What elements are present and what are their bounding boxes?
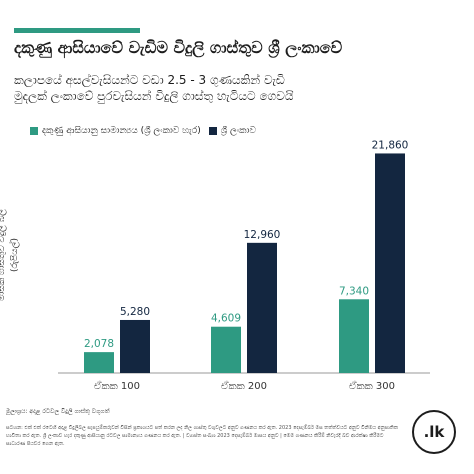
bar-sri-lanka-1 — [247, 242, 277, 373]
legend-item-south-asia: දකුණු ආසියානු සාමාන්‍යය (ශ්‍රී ලංකාව හැර… — [30, 126, 201, 136]
bar-sri-lanka-2 — [375, 153, 405, 373]
footnote: සටහන: එක් එක් රටෙහි අදාළ විදුලිබල සැපයුම… — [6, 425, 398, 447]
y-axis-label-line-2: (රුපියල්) — [10, 238, 20, 272]
legend-label-sri-lanka: ශ්‍රී ලංකාව — [220, 126, 256, 136]
legend-swatch-south-asia — [30, 127, 38, 135]
data-label-sri-lanka-0: 5,280 — [120, 306, 150, 318]
chart-legend: දකුණු ආසියානු සාමාන්‍යය (ශ්‍රී ලංකාව හැර… — [30, 126, 264, 136]
subtitle-line-2: මුදලක් ලංකාවේ පුරවැසියන් විදුලි ගාස්තු හ… — [14, 89, 294, 103]
legend-swatch-sri-lanka — [208, 127, 217, 135]
bar-sri-lanka-0 — [120, 319, 150, 373]
x-tick-label-0: ඒකක 100 — [94, 380, 140, 392]
bar-south-asia-1 — [211, 326, 241, 373]
data-label-sri-lanka-2: 21,860 — [372, 139, 409, 151]
data-label-south-asia-2: 7,340 — [339, 285, 369, 297]
bar-south-asia-2 — [339, 299, 369, 373]
chart-title: දකුණු ආසියාවේ වැඩිම විදුලි ගාස්තුව ශ්‍රී… — [14, 38, 343, 57]
subtitle-line-1: කලාපයේ අසල්වැසියන්ට වඩා 2.5 - 3 ගුණයකින්… — [14, 73, 285, 87]
source-note: මූලාශ්‍රය: අදාළ රටවල විදුලි ගාස්තු වගුගත… — [6, 408, 110, 415]
accent-bar — [14, 28, 140, 33]
y-axis-label: මාසික ගාස්තුව විදුලි බිල (රුපියල්) — [0, 200, 36, 310]
y-axis-label-line-1: මාසික ගාස්තුව විදුලි බිල — [0, 208, 7, 302]
chart-subtitle: කලාපයේ අසල්වැසියන්ට වඩා 2.5 - 3 ගුණයකින්… — [14, 72, 464, 104]
bar-south-asia-0 — [84, 352, 114, 373]
lk-logo: .lk — [412, 410, 456, 454]
x-tick-label-1: ඒකක 200 — [221, 380, 267, 392]
data-label-south-asia-0: 2,078 — [84, 338, 114, 350]
data-label-south-asia-1: 4,609 — [211, 313, 241, 325]
legend-item-sri-lanka: ශ්‍රී ලංකාව — [208, 126, 256, 136]
data-label-sri-lanka-1: 12,960 — [244, 229, 281, 241]
legend-label-south-asia: දකුණු ආසියානු සාමාන්‍යය (ශ්‍රී ලංකාව හැර… — [42, 126, 201, 136]
x-tick-label-2: ඒකක 300 — [349, 380, 395, 392]
